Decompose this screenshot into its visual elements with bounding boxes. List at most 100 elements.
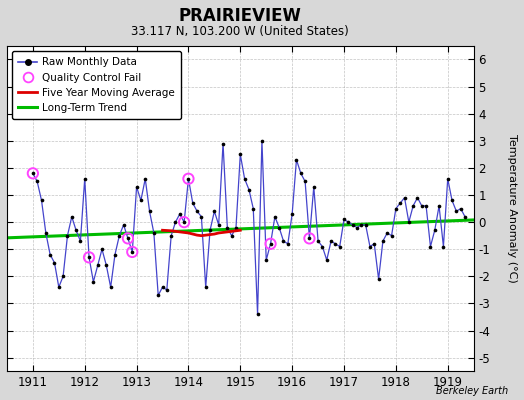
Point: [288, 211, 297, 217]
Point: [413, 194, 422, 201]
Point: [180, 219, 188, 225]
Point: [133, 184, 141, 190]
Point: [128, 249, 136, 255]
Point: [210, 208, 219, 214]
Point: [29, 170, 37, 176]
Point: [85, 254, 93, 260]
Point: [158, 284, 167, 290]
Point: [422, 203, 430, 209]
Point: [314, 238, 322, 244]
Point: [283, 241, 292, 247]
Text: Berkeley Earth: Berkeley Earth: [436, 386, 508, 396]
Point: [85, 254, 93, 260]
Point: [227, 232, 236, 239]
Point: [137, 197, 145, 204]
Point: [50, 260, 59, 266]
Title: PRAIRIEVIEW: PRAIRIEVIEW: [179, 7, 302, 25]
Point: [370, 241, 378, 247]
Point: [245, 186, 253, 193]
Point: [214, 222, 223, 228]
Point: [81, 176, 89, 182]
Point: [357, 222, 365, 228]
Point: [362, 222, 370, 228]
Point: [405, 219, 413, 225]
Point: [254, 311, 262, 318]
Point: [327, 238, 335, 244]
Point: [119, 222, 128, 228]
Point: [391, 205, 400, 212]
Point: [202, 284, 210, 290]
Point: [266, 241, 275, 247]
Point: [106, 284, 115, 290]
Point: [279, 238, 288, 244]
Point: [396, 200, 405, 206]
Point: [301, 178, 309, 185]
Point: [115, 232, 124, 239]
Point: [59, 273, 67, 280]
Point: [435, 203, 443, 209]
Point: [154, 292, 162, 298]
Point: [141, 176, 149, 182]
Point: [37, 197, 46, 204]
Point: [162, 287, 171, 293]
Point: [409, 203, 417, 209]
Point: [305, 235, 314, 242]
Point: [353, 224, 361, 231]
Point: [29, 170, 37, 176]
Point: [400, 194, 409, 201]
Point: [271, 214, 279, 220]
Point: [387, 232, 396, 239]
Point: [258, 138, 266, 144]
Point: [461, 214, 469, 220]
Point: [418, 203, 426, 209]
Point: [292, 156, 301, 163]
Point: [176, 211, 184, 217]
Point: [266, 241, 275, 247]
Point: [383, 230, 391, 236]
Point: [46, 252, 54, 258]
Point: [275, 224, 283, 231]
Point: [219, 140, 227, 147]
Point: [68, 214, 76, 220]
Point: [33, 178, 41, 185]
Point: [184, 176, 193, 182]
Point: [171, 219, 180, 225]
Point: [366, 243, 374, 250]
Point: [249, 205, 257, 212]
Point: [223, 224, 232, 231]
Point: [456, 205, 465, 212]
Point: [331, 241, 340, 247]
Point: [145, 208, 154, 214]
Point: [452, 208, 461, 214]
Point: [310, 184, 318, 190]
Point: [426, 243, 434, 250]
Point: [111, 252, 119, 258]
Y-axis label: Temperature Anomaly (°C): Temperature Anomaly (°C): [507, 134, 517, 283]
Text: 33.117 N, 103.200 W (United States): 33.117 N, 103.200 W (United States): [132, 25, 349, 38]
Point: [335, 243, 344, 250]
Point: [72, 227, 80, 234]
Point: [93, 262, 102, 269]
Point: [128, 249, 136, 255]
Point: [241, 176, 249, 182]
Point: [375, 276, 383, 282]
Point: [340, 216, 348, 223]
Point: [379, 238, 387, 244]
Point: [232, 224, 240, 231]
Point: [150, 230, 158, 236]
Point: [443, 176, 452, 182]
Point: [197, 214, 205, 220]
Point: [184, 176, 193, 182]
Point: [76, 238, 84, 244]
Point: [439, 243, 447, 250]
Point: [236, 151, 245, 158]
Point: [262, 257, 270, 263]
Point: [124, 235, 132, 242]
Point: [63, 232, 72, 239]
Legend: Raw Monthly Data, Quality Control Fail, Five Year Moving Average, Long-Term Tren: Raw Monthly Data, Quality Control Fail, …: [12, 51, 181, 119]
Point: [344, 219, 353, 225]
Point: [448, 197, 456, 204]
Point: [206, 227, 214, 234]
Point: [323, 257, 331, 263]
Point: [348, 222, 357, 228]
